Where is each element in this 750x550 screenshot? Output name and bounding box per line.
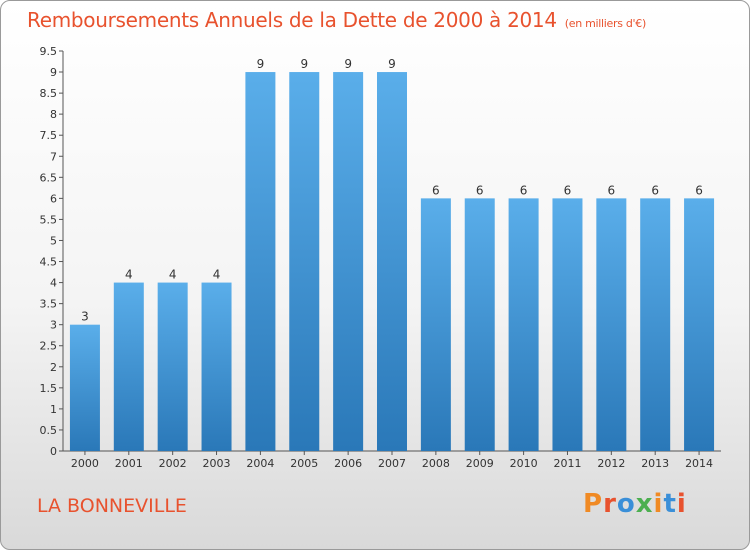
y-tick-label: 6 xyxy=(50,192,57,205)
y-tick-label: 9 xyxy=(50,66,57,79)
y-tick-label: 0.5 xyxy=(40,424,58,437)
y-tick-label: 4 xyxy=(50,277,57,290)
logo-letter: P xyxy=(583,489,604,519)
bar-value-label: 3 xyxy=(81,310,89,324)
bar xyxy=(69,324,100,451)
logo-letter: o xyxy=(616,489,636,519)
bar xyxy=(640,198,671,451)
logo-letter: t xyxy=(663,489,677,519)
x-tick-label: 2013 xyxy=(641,457,669,470)
bar-value-label: 9 xyxy=(257,57,265,71)
bar-value-label: 6 xyxy=(695,183,703,197)
bar-value-label: 6 xyxy=(564,183,572,197)
y-tick-label: 2 xyxy=(50,361,57,374)
bar-value-label: 6 xyxy=(476,183,484,197)
y-tick-label: 5 xyxy=(50,234,57,247)
y-tick-label: 9.5 xyxy=(40,45,58,58)
bar xyxy=(684,198,715,451)
y-tick-label: 0 xyxy=(50,445,57,458)
bar xyxy=(508,198,539,451)
bar-value-label: 6 xyxy=(608,183,616,197)
bar xyxy=(289,72,320,451)
bar-value-label: 6 xyxy=(651,183,659,197)
x-tick-label: 2000 xyxy=(71,457,99,470)
x-tick-label: 2008 xyxy=(422,457,450,470)
logo-letter: r xyxy=(603,489,617,519)
y-tick-label: 4.5 xyxy=(40,256,58,269)
y-tick-label: 5.5 xyxy=(40,213,58,226)
y-tick-label: 8.5 xyxy=(40,87,58,100)
bar-value-label: 4 xyxy=(125,268,133,282)
bar xyxy=(596,198,627,451)
y-tick-label: 8 xyxy=(50,108,57,121)
bar-value-label: 4 xyxy=(169,268,177,282)
x-tick-label: 2012 xyxy=(597,457,625,470)
title-unit: (en milliers d'€) xyxy=(564,17,646,30)
x-tick-label: 2009 xyxy=(466,457,494,470)
bar-value-label: 6 xyxy=(520,183,528,197)
bar-value-label: 6 xyxy=(432,183,440,197)
bar xyxy=(201,282,232,451)
x-tick-label: 2011 xyxy=(553,457,581,470)
proxiti-logo: Proxiti xyxy=(583,489,687,519)
y-tick-label: 3.5 xyxy=(40,298,58,311)
x-tick-label: 2010 xyxy=(510,457,538,470)
bar xyxy=(333,72,364,451)
bar-value-label: 9 xyxy=(344,57,352,71)
bar xyxy=(420,198,451,451)
x-tick-label: 2014 xyxy=(685,457,713,470)
x-tick-label: 2002 xyxy=(159,457,187,470)
bar xyxy=(464,198,495,451)
bar-value-label: 4 xyxy=(213,268,221,282)
y-tick-label: 1 xyxy=(50,403,57,416)
y-tick-label: 1.5 xyxy=(40,382,58,395)
y-tick-label: 2.5 xyxy=(40,340,58,353)
chart-title: Remboursements Annuels de la Dette de 20… xyxy=(27,8,646,32)
bar xyxy=(113,282,144,451)
y-tick-label: 7.5 xyxy=(40,129,58,142)
logo-letter: i xyxy=(653,489,664,519)
x-tick-label: 2001 xyxy=(115,457,143,470)
logo-letter: x xyxy=(635,489,654,519)
bar-value-label: 9 xyxy=(300,57,308,71)
commune-name: LA BONNEVILLE xyxy=(37,495,187,517)
y-tick-label: 7 xyxy=(50,150,57,163)
bar xyxy=(157,282,188,451)
bar-value-label: 9 xyxy=(388,57,396,71)
bar xyxy=(377,72,407,451)
bar xyxy=(552,198,583,451)
title-text: Remboursements Annuels de la Dette de 20… xyxy=(27,8,557,32)
y-tick-label: 3 xyxy=(50,319,57,332)
y-tick-label: 6.5 xyxy=(40,171,58,184)
x-tick-label: 2003 xyxy=(203,457,231,470)
logo-letter: i xyxy=(676,489,687,519)
x-tick-label: 2004 xyxy=(246,457,274,470)
bar xyxy=(245,72,276,451)
x-tick-label: 2006 xyxy=(334,457,362,470)
x-tick-label: 2007 xyxy=(378,457,406,470)
x-tick-label: 2005 xyxy=(290,457,318,470)
